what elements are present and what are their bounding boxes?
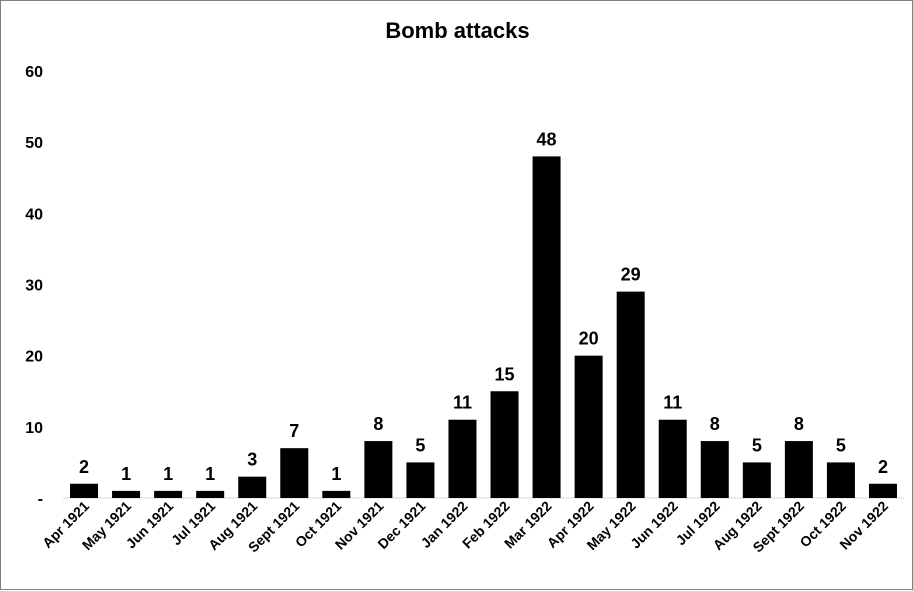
bar (532, 156, 561, 498)
data-label: 1 (163, 464, 173, 484)
data-label: 15 (495, 364, 515, 384)
bar (406, 462, 435, 498)
y-tick-label: 50 (25, 135, 43, 152)
data-label: 1 (121, 464, 131, 484)
data-label: 3 (247, 450, 257, 470)
data-label: 5 (836, 435, 846, 455)
data-label: 48 (537, 129, 557, 149)
bar (112, 490, 141, 498)
bar (196, 490, 225, 498)
y-tick-label: - (38, 491, 43, 508)
y-tick-label: 10 (25, 420, 43, 437)
data-label: 11 (453, 393, 472, 413)
data-label: 1 (205, 464, 215, 484)
data-label: 20 (579, 329, 599, 349)
bar (70, 483, 99, 498)
data-label: 8 (373, 414, 383, 434)
bar (658, 419, 687, 498)
bar (490, 391, 519, 498)
bar (868, 483, 897, 498)
data-label: 29 (621, 265, 641, 285)
bar (616, 291, 645, 498)
chart-title: Bomb attacks (385, 18, 530, 43)
y-tick-label: 40 (25, 206, 43, 223)
bar (700, 441, 729, 498)
data-label: 8 (794, 414, 804, 434)
bar (280, 448, 309, 498)
bar (154, 490, 183, 498)
data-label: 5 (752, 435, 762, 455)
data-label: 5 (415, 435, 425, 455)
data-label: 8 (710, 414, 720, 434)
bar (322, 490, 351, 498)
bar (784, 441, 813, 498)
y-tick-label: 20 (25, 349, 43, 366)
bar (238, 476, 267, 498)
data-label: 7 (289, 421, 299, 441)
bar (742, 462, 771, 498)
y-tick-label: 60 (25, 64, 43, 81)
y-tick-label: 30 (25, 278, 43, 295)
bar (448, 419, 477, 498)
bar (574, 355, 603, 498)
data-label: 1 (331, 464, 341, 484)
bar (826, 462, 855, 498)
data-label: 11 (663, 393, 682, 413)
bar (364, 441, 393, 498)
data-label: 2 (79, 457, 89, 477)
data-label: 2 (878, 457, 888, 477)
